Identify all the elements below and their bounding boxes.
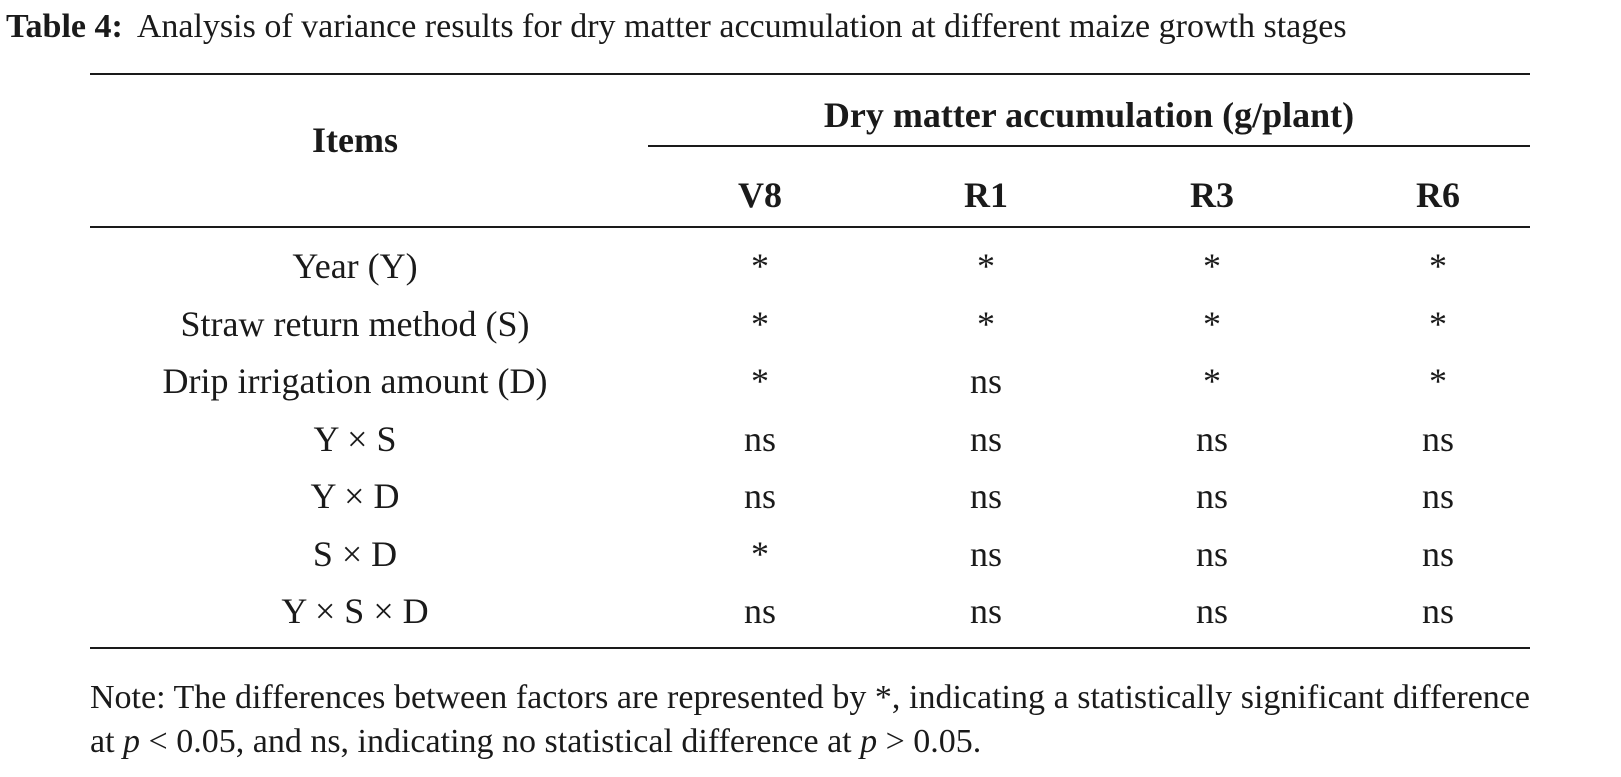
table-cell: *	[977, 246, 995, 286]
column-header-r6: R6	[1416, 175, 1460, 215]
table-body: Year (Y) * * * * Straw return method (S)…	[90, 238, 1530, 641]
group-header: Dry matter accumulation (g/plant)	[823, 95, 1355, 135]
table-cell: *	[1203, 361, 1221, 401]
table-caption: Table 4: Analysis of variance results for…	[6, 2, 1618, 52]
caption-label: Table 4:	[6, 8, 123, 45]
table-top-rule	[90, 73, 1530, 75]
table-cell: *	[751, 246, 769, 286]
table-cell: *	[751, 361, 769, 401]
table-cell: *	[1429, 246, 1447, 286]
row-item-label: Year (Y)	[292, 246, 418, 286]
row-item-label: Y × D	[310, 476, 400, 516]
column-header-r3: R3	[1190, 175, 1234, 215]
column-header-r1: R1	[964, 175, 1008, 215]
table-cell: ns	[1421, 418, 1454, 459]
table-bottom-rule	[90, 647, 1530, 649]
table-cell: ns	[1195, 591, 1228, 631]
table-cell: ns	[743, 418, 776, 459]
table-cell: ns	[1421, 476, 1454, 516]
table-row: Y × D ns ns ns ns	[90, 468, 1530, 526]
table-cell: *	[1203, 303, 1221, 344]
note-p-symbol-2: p	[860, 723, 878, 760]
row-item-label: S × D	[312, 533, 398, 574]
note-text-1: Note: The differences between factors ar…	[90, 679, 1530, 760]
table-cell: ns	[969, 476, 1002, 516]
table-note: Note: The differences between factors ar…	[90, 676, 1530, 764]
table-cell: *	[1429, 361, 1447, 401]
table-header-rule	[90, 226, 1530, 228]
row-item-label: Y × S	[313, 418, 397, 459]
row-item-label: Y × S × D	[281, 591, 429, 631]
table-cell: *	[1429, 303, 1447, 344]
group-header-rule	[648, 145, 1530, 147]
table-cell: ns	[1195, 418, 1228, 459]
table-cell: ns	[969, 361, 1002, 401]
table-row: Drip irrigation amount (D) * ns * *	[90, 353, 1530, 411]
table-cell: ns	[743, 591, 776, 631]
table-cell: ns	[1195, 476, 1228, 516]
table-cell: *	[1203, 246, 1221, 286]
table-cell: *	[751, 303, 769, 344]
table-row: S × D * ns ns ns	[90, 526, 1530, 584]
table-cell: *	[751, 533, 769, 574]
row-item-label: Drip irrigation amount (D)	[162, 361, 548, 401]
table-row: Year (Y) * * * *	[90, 238, 1530, 296]
caption-text: Analysis of variance results for dry mat…	[136, 8, 1347, 45]
table-cell: *	[977, 303, 995, 344]
row-item-label: Straw return method (S)	[180, 303, 530, 344]
table-row: Y × S ns ns ns ns	[90, 411, 1530, 469]
note-p-symbol-1: p	[123, 723, 141, 760]
table-cell: ns	[969, 533, 1002, 574]
note-text-3: > 0.05.	[877, 723, 982, 760]
table-row: Straw return method (S) * * * *	[90, 296, 1530, 354]
table-cell: ns	[969, 418, 1002, 459]
column-header-v8: V8	[738, 175, 782, 215]
table-cell: ns	[743, 476, 776, 516]
table-row: Y × S × D ns ns ns ns	[90, 583, 1530, 641]
table-cell: ns	[969, 591, 1002, 631]
table-cell: ns	[1421, 591, 1454, 631]
note-text-2: < 0.05, and ns, indicating no statistica…	[140, 723, 861, 760]
table-cell: ns	[1421, 533, 1454, 574]
row-header-items: Items	[312, 120, 398, 160]
table-cell: ns	[1195, 533, 1228, 574]
